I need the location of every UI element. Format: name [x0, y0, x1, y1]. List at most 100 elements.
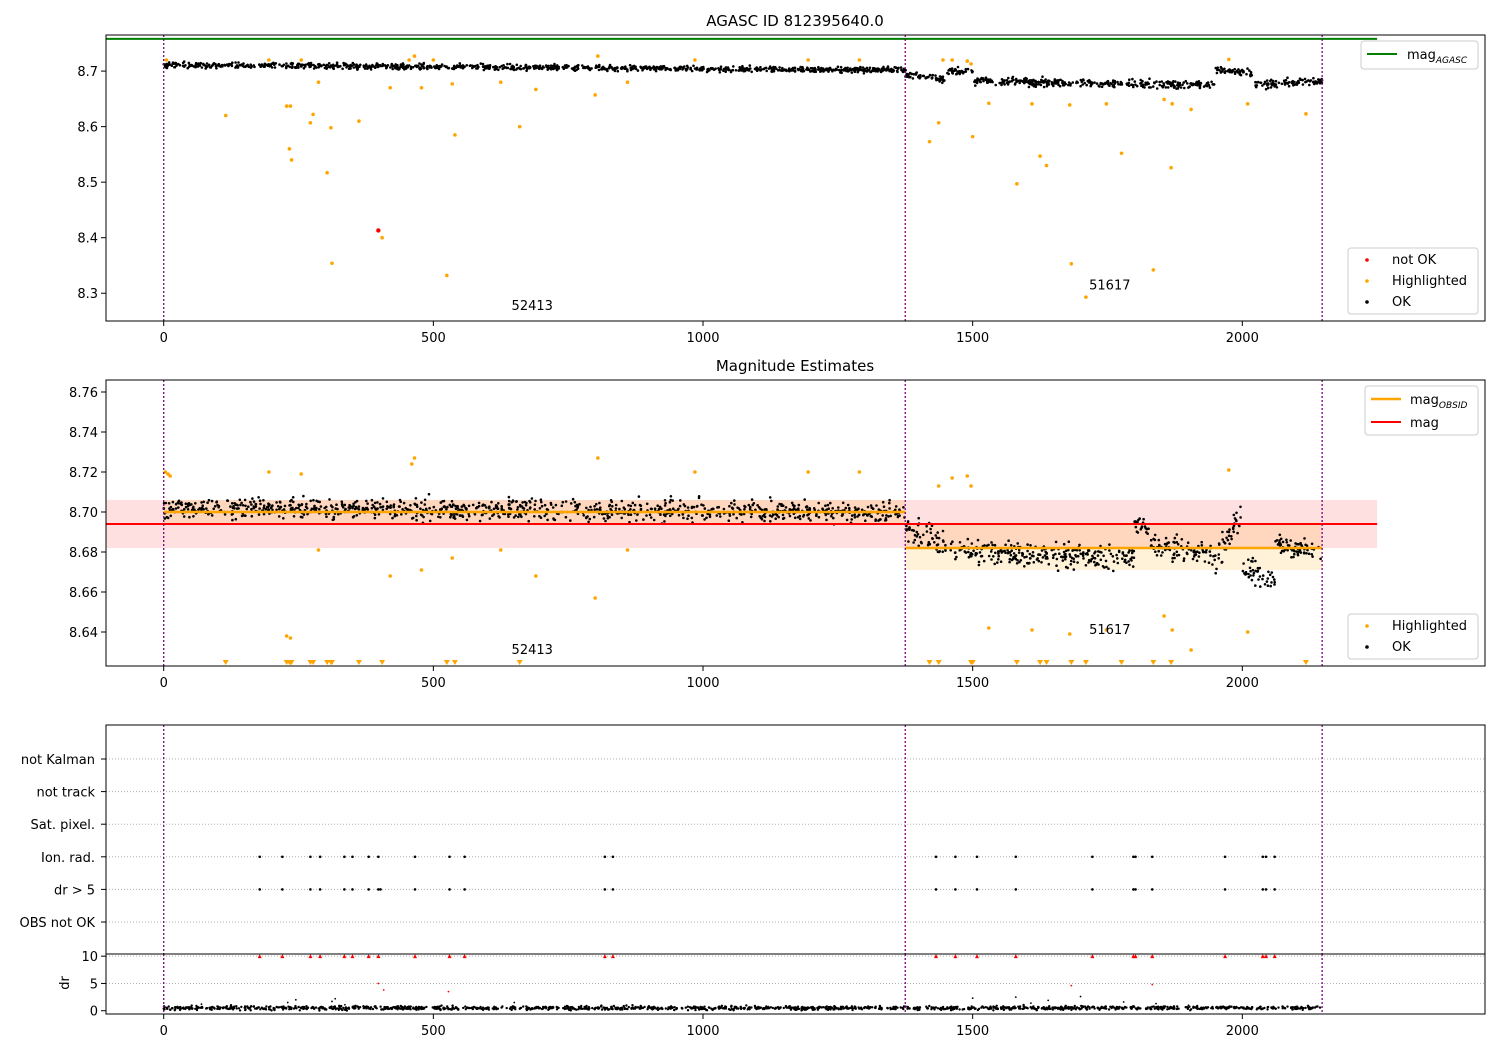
magnitude-ok-point — [958, 541, 962, 544]
dr-point — [328, 1006, 331, 1010]
magnitude-ok-point — [1150, 544, 1153, 547]
agasc-annotation: 51617 — [1089, 278, 1130, 293]
agasc-ok-point — [947, 69, 950, 72]
magnitude-ok-point — [574, 504, 577, 508]
dr-point — [851, 1007, 854, 1010]
magnitude-ok-point — [519, 505, 522, 508]
magnitude-ok-point — [658, 505, 662, 509]
magnitude-ok-point — [492, 507, 496, 511]
magnitude-ok-point — [168, 507, 171, 510]
agasc-ok-point — [1317, 80, 1321, 84]
dr-point — [450, 1008, 453, 1011]
dr-point — [702, 1007, 706, 1011]
agasc-ok-point — [285, 62, 288, 65]
agasc-highlighted-point — [806, 58, 810, 62]
agasc-ok-point — [673, 66, 676, 70]
agasc-ok-point — [773, 65, 777, 69]
agasc-ok-point — [389, 66, 392, 69]
agasc-ok-point — [919, 75, 922, 79]
dr-point — [451, 1004, 454, 1007]
dr-point — [571, 1006, 574, 1009]
magnitude-highlighted-point — [163, 470, 168, 474]
flag-point — [258, 888, 262, 891]
magnitude-ok-point — [1109, 552, 1113, 556]
dr-point — [634, 1007, 637, 1010]
magnitude-ok-point — [606, 514, 609, 517]
magnitude-ok-point — [648, 513, 652, 517]
magnitude-ok-point — [478, 519, 482, 523]
agasc-ok-point — [1144, 83, 1147, 87]
agasc-ok-point — [1160, 80, 1164, 83]
magnitude-ok-point — [1112, 560, 1116, 563]
agasc-ok-point — [874, 69, 877, 73]
magnitude-ok-point — [827, 507, 830, 511]
magnitude-ok-point — [381, 505, 385, 508]
magnitude-ok-point — [545, 508, 549, 511]
magnitude-ok-point — [1010, 558, 1014, 562]
dr-point — [593, 1007, 596, 1011]
magnitude-ok-point — [768, 514, 772, 517]
magnitude-ok-point — [846, 503, 850, 507]
magnitude-ok-point — [1195, 559, 1199, 563]
agasc-ok-point — [214, 62, 217, 66]
magnitude-ok-point — [978, 551, 982, 554]
magnitude-ok-point — [1016, 542, 1019, 545]
dr-point — [636, 1006, 639, 1009]
dr-point — [340, 1004, 343, 1008]
magnitude-highlighted-point — [299, 472, 304, 476]
agasc-ok-point — [488, 67, 491, 70]
magnitude-ok-point — [357, 508, 361, 511]
agasc-ok-point — [727, 68, 730, 72]
dr-point — [1176, 1007, 1179, 1010]
magnitude-ok-point — [628, 520, 631, 524]
magnitude-ok-point — [485, 506, 488, 509]
agasc-ok-point — [1269, 78, 1273, 82]
dr-point — [403, 1005, 407, 1008]
agasc-ok-point — [895, 69, 899, 73]
dr-point — [784, 1004, 788, 1008]
magnitude-ok-point — [1078, 543, 1081, 547]
magnitude-clipped-marker — [935, 660, 942, 665]
dr-point — [419, 1006, 422, 1009]
agasc-ok-point — [955, 72, 959, 76]
agasc-ok-point — [1016, 79, 1020, 83]
magnitude-ok-point — [355, 499, 359, 503]
agasc-ok-point — [404, 65, 408, 69]
agasc-ok-point — [628, 63, 632, 67]
agasc-ok-point — [623, 67, 626, 70]
magnitude-ok-point — [379, 506, 382, 509]
magnitude-ok-point — [259, 502, 262, 506]
magnitude-ok-point — [1251, 556, 1255, 560]
magnitude-ok-point — [652, 518, 656, 522]
magnitude-ok-point — [593, 505, 596, 508]
magnitude-ok-point — [1242, 562, 1245, 565]
magnitude-ok-point — [392, 505, 396, 509]
magnitude-ok-point — [817, 501, 820, 505]
dr-point — [958, 1008, 961, 1011]
dr-point — [584, 1005, 588, 1009]
magnitude-ok-point — [1076, 561, 1079, 564]
dr-point — [1198, 1007, 1201, 1011]
magnitude-ok-point — [987, 554, 991, 558]
magnitude-ok-point — [598, 501, 601, 505]
dr-point — [1160, 1007, 1163, 1010]
flag-point — [954, 855, 957, 859]
flag-point — [463, 888, 466, 891]
dr-point — [976, 1008, 980, 1012]
dr-point — [480, 1007, 483, 1010]
magnitude-ok-point — [1221, 530, 1224, 534]
agasc-ok-point — [748, 64, 752, 67]
magnitude-ok-point — [395, 514, 399, 517]
magnitude-ok-point — [415, 518, 418, 522]
magnitude-clipped-marker — [443, 660, 450, 665]
agasc-upper-legend: magAGASC — [1360, 40, 1479, 70]
dr-point — [580, 1004, 583, 1008]
dr-point — [394, 1007, 397, 1010]
dr-point — [899, 1006, 902, 1009]
magnitude-ok-point — [456, 504, 459, 508]
agasc-ok-point — [1029, 79, 1033, 82]
agasc-ok-point — [950, 67, 954, 70]
magnitude-ok-point — [1247, 558, 1250, 561]
agasc-ok-point — [1034, 83, 1037, 86]
